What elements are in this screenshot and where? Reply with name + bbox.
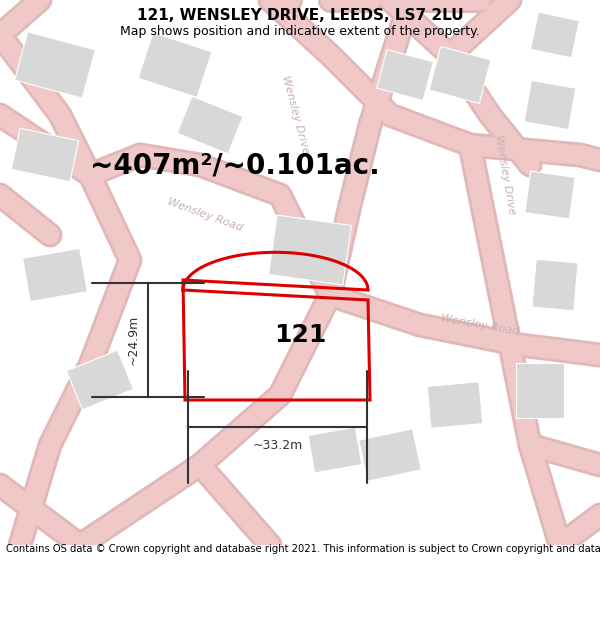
Polygon shape: [429, 46, 491, 104]
Text: ~24.9m: ~24.9m: [127, 315, 140, 365]
Polygon shape: [67, 350, 133, 410]
Text: Wensley Road: Wensley Road: [440, 313, 520, 337]
Polygon shape: [177, 96, 243, 154]
Polygon shape: [308, 427, 362, 473]
Polygon shape: [15, 32, 95, 98]
Polygon shape: [530, 12, 580, 58]
Polygon shape: [427, 382, 483, 428]
Polygon shape: [377, 49, 433, 101]
Polygon shape: [516, 362, 564, 418]
Text: ~33.2m: ~33.2m: [253, 439, 302, 452]
Polygon shape: [525, 171, 575, 219]
Text: 121, WENSLEY DRIVE, LEEDS, LS7 2LU: 121, WENSLEY DRIVE, LEEDS, LS7 2LU: [137, 8, 463, 22]
Text: ~407m²/~0.101ac.: ~407m²/~0.101ac.: [90, 151, 380, 179]
Text: Wensley Drive: Wensley Drive: [493, 134, 517, 216]
Text: Contains OS data © Crown copyright and database right 2021. This information is : Contains OS data © Crown copyright and d…: [6, 544, 600, 554]
Polygon shape: [138, 32, 212, 98]
Polygon shape: [524, 81, 576, 129]
Polygon shape: [532, 259, 578, 311]
Polygon shape: [11, 128, 79, 182]
Text: Wensley Road: Wensley Road: [166, 197, 244, 233]
Polygon shape: [359, 429, 421, 481]
Text: 121: 121: [274, 323, 326, 347]
Polygon shape: [269, 215, 352, 285]
Polygon shape: [23, 248, 88, 302]
Text: Wensley Drive: Wensley Drive: [280, 75, 310, 155]
Text: Map shows position and indicative extent of the property.: Map shows position and indicative extent…: [120, 26, 480, 39]
